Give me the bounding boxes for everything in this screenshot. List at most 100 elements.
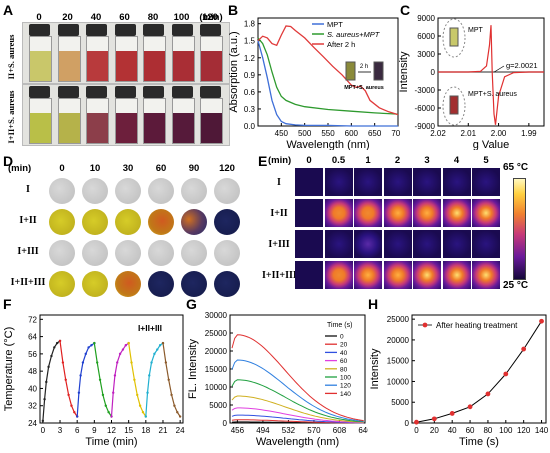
x-tick-label: 0 xyxy=(41,426,46,435)
inset-vial-before xyxy=(345,61,356,81)
data-point xyxy=(521,346,527,352)
y-tick-label: 15000 xyxy=(387,357,410,366)
legend-label: MPT+S. aureus xyxy=(468,91,517,98)
well-circle xyxy=(181,271,207,297)
panel-g-fluorescence-chart: 456 494 532 570 608 646 0 5000 10000 15000 20000 25… xyxy=(187,311,368,448)
thermal-image xyxy=(472,199,500,227)
data-point xyxy=(58,339,62,343)
thermal-image xyxy=(354,230,382,258)
photo-row-label: II+S. aureus xyxy=(6,34,16,80)
x-tick-label: 2.02 xyxy=(430,129,446,138)
panel-h-intensity-chart: 0 20 40 60 80 100 120 140 0 5000 10000 15000 20000 25… xyxy=(369,314,549,448)
thermal-image xyxy=(324,199,353,227)
vial-cap xyxy=(57,86,79,98)
y-tick-label: 5000 xyxy=(209,401,227,410)
thermal-image xyxy=(354,168,382,196)
series-line xyxy=(416,320,542,423)
data-point xyxy=(176,411,179,414)
vial-liquid xyxy=(29,98,52,144)
data-point xyxy=(431,416,437,422)
data-point xyxy=(53,346,56,349)
x-tick-label: 2.00 xyxy=(491,129,507,138)
data-point xyxy=(107,411,110,414)
legend-label: S. aureus+MPT xyxy=(327,30,381,39)
x-tick-label: 120 xyxy=(517,426,531,435)
thermal-image xyxy=(295,261,323,289)
thermal-image xyxy=(383,168,412,196)
data-point xyxy=(485,391,491,397)
data-point xyxy=(75,415,79,418)
vial-cap xyxy=(86,86,107,98)
thermal-image xyxy=(472,230,500,258)
wells-row-label: I xyxy=(26,184,30,195)
legend-label: 140 xyxy=(340,391,351,398)
inset-outline xyxy=(442,18,466,58)
legend-label: After heating treatment xyxy=(436,321,518,330)
legend-marker xyxy=(422,322,428,328)
colorbar-max-label: 65 °C xyxy=(503,162,529,173)
thermal-column-label: 5 xyxy=(483,155,489,166)
colorbar xyxy=(513,178,526,280)
g-value-annotation: g=2.0021 xyxy=(506,61,538,70)
y-tick-label: 10000 xyxy=(205,383,228,392)
thermal-image xyxy=(295,168,323,196)
thermal-image xyxy=(354,261,382,289)
thermal-column-label: 4 xyxy=(453,155,460,166)
group-annotation: I+II+III xyxy=(138,323,162,333)
y-tick-label: 40 xyxy=(28,384,37,393)
x-tick-label: 15 xyxy=(124,426,133,435)
y-tick-label: 0.3 xyxy=(244,105,256,114)
data-point xyxy=(79,374,82,377)
y-tick-label: 20000 xyxy=(387,336,410,345)
y-tick-label: 30000 xyxy=(205,311,228,320)
legend-label: 20 xyxy=(340,342,348,349)
legend-label: After 2 h xyxy=(327,40,355,49)
data-point xyxy=(133,378,136,381)
y-tick-label: 0.0 xyxy=(244,122,256,131)
data-point xyxy=(158,344,162,347)
inset-vial xyxy=(449,95,459,115)
photo-column-label: 120 xyxy=(202,12,218,23)
series-line xyxy=(128,343,147,417)
data-point xyxy=(138,404,142,407)
thermal-image xyxy=(472,168,500,196)
data-point xyxy=(467,404,473,410)
x-tick-label: 450 xyxy=(275,129,289,138)
data-point xyxy=(539,318,544,324)
panel-b-absorption-chart: 450 500 550 600 650 700 0.0 0.3 0.6 0.9 1.2 1.5 1.8 W… xyxy=(228,17,400,150)
thermal-image xyxy=(324,261,353,289)
legend-label: 0 xyxy=(340,334,344,341)
inset-vial xyxy=(449,27,459,47)
photo-column-label: 0 xyxy=(36,12,42,23)
vial-cap xyxy=(171,24,193,36)
data-point xyxy=(70,404,73,407)
data-point xyxy=(90,344,93,347)
thermal-image xyxy=(383,230,412,258)
data-point xyxy=(164,361,168,364)
data-point xyxy=(136,393,139,397)
data-point xyxy=(43,398,46,401)
vial-liquid xyxy=(29,36,52,82)
x-tick-label: 20 xyxy=(430,426,439,435)
wells-row-label: I+III xyxy=(17,246,39,257)
data-point xyxy=(178,415,182,418)
x-tick-label: 140 xyxy=(535,426,549,435)
x-tick-label: 0 xyxy=(414,426,419,435)
panel-label-c: C xyxy=(400,2,411,18)
x-tick-label: 494 xyxy=(256,426,270,435)
x-tick-label: 456 xyxy=(231,426,245,435)
y-tick-label: 1.2 xyxy=(244,54,256,63)
data-point xyxy=(47,365,50,369)
wells-column-label: 120 xyxy=(219,163,235,174)
photo-column-label: 100 xyxy=(173,12,190,23)
photo-unit-label: (min) xyxy=(199,12,223,23)
annotation-arrow xyxy=(494,65,505,73)
y-tick-label: 25000 xyxy=(205,329,228,338)
wells-column-label: 60 xyxy=(155,163,167,174)
panel-label-f: F xyxy=(3,296,12,312)
y-tick-label: -6000 xyxy=(415,104,436,113)
data-point xyxy=(503,371,509,377)
data-point xyxy=(110,415,113,418)
y-tick-label: 15000 xyxy=(205,365,228,374)
legend-label: MPT xyxy=(468,27,484,34)
